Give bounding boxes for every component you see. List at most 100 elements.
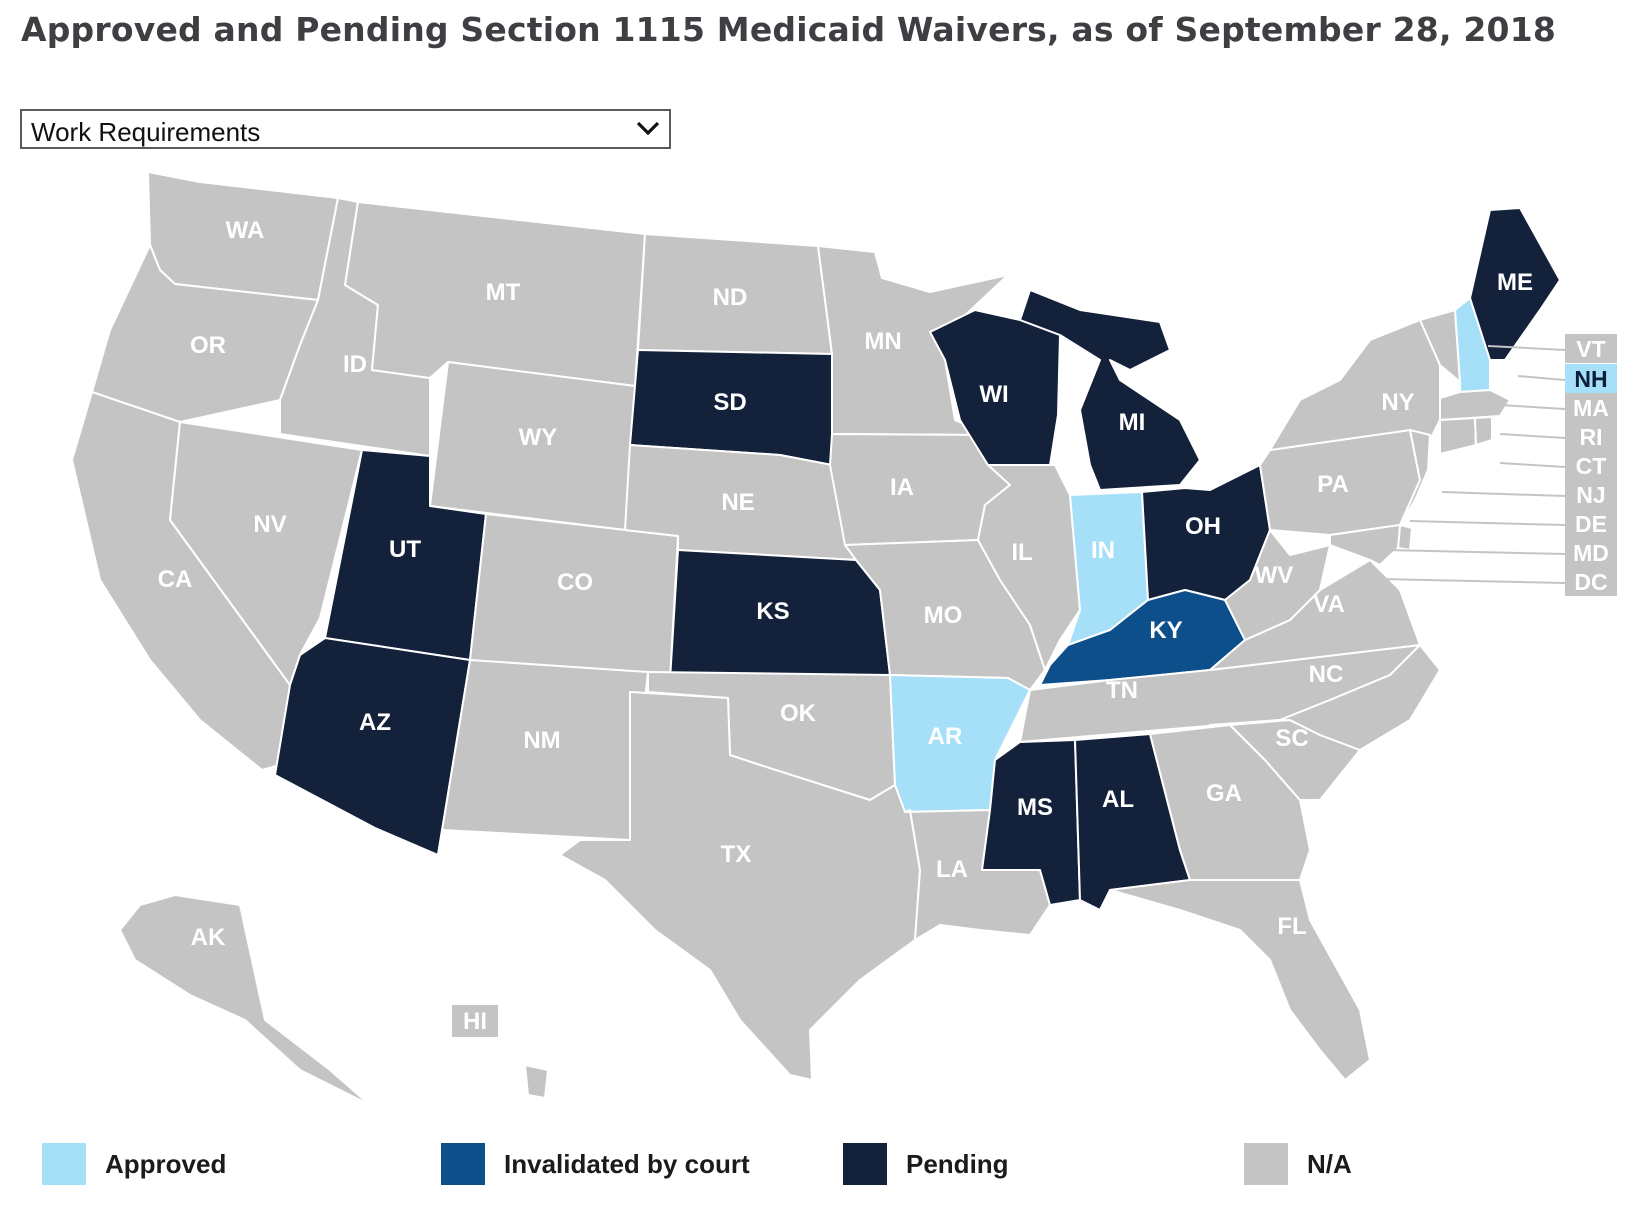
state-label-tx: TX (721, 841, 752, 868)
state-tag-vt[interactable] (1565, 334, 1617, 363)
state-nj[interactable] (1399, 429, 1431, 526)
state-me[interactable] (1469, 207, 1561, 361)
leader-line-ma (1499, 404, 1566, 410)
state-label-in: IN (1091, 537, 1115, 564)
state-label-id: ID (343, 351, 367, 378)
state-label-az: AZ (359, 709, 391, 736)
chevron-down-icon (636, 121, 660, 136)
state-mi[interactable] (1019, 289, 1201, 491)
state-ri[interactable] (1474, 416, 1493, 446)
state-tx[interactable] (559, 691, 921, 1081)
legend-swatch-invalidated (441, 1143, 485, 1185)
dropdown-selected-value: Work Requirements (31, 117, 261, 147)
state-label-ne: NE (721, 489, 754, 516)
state-label-fl: FL (1277, 913, 1306, 940)
leader-line-ct (1499, 462, 1566, 468)
page-title: Approved and Pending Section 1115 Medica… (21, 10, 1557, 49)
state-tag-label-vt: VT (1576, 336, 1605, 362)
state-label-ny: NY (1381, 389, 1414, 416)
leader-line-nh (1517, 375, 1566, 381)
state-label-co: CO (557, 569, 593, 596)
leader-line-vt (1487, 345, 1566, 351)
state-nc[interactable] (1209, 644, 1441, 751)
state-tag-label-md: MD (1573, 540, 1609, 566)
legend-label-na: N/A (1307, 1149, 1352, 1179)
state-tag-de[interactable] (1565, 509, 1617, 538)
state-label-ut: UT (389, 536, 421, 563)
state-label-mo: MO (924, 602, 963, 629)
legend-label-pending: Pending (906, 1149, 1009, 1179)
state-label-wi: WI (979, 381, 1008, 408)
waiver-type-dropdown[interactable]: Work Requirements (20, 109, 671, 149)
state-label-nc: NC (1309, 661, 1344, 688)
state-tag-ct[interactable] (1565, 451, 1617, 480)
state-label-ak: AK (191, 924, 226, 951)
legend-swatch-na (1244, 1143, 1288, 1185)
state-wi[interactable] (929, 309, 1061, 466)
state-label-ks: KS (756, 598, 789, 625)
state-ma[interactable] (1439, 389, 1511, 421)
state-nm[interactable] (437, 659, 649, 856)
state-hi[interactable] (524, 1064, 549, 1099)
state-co[interactable] (469, 513, 679, 681)
leader-line-nj (1441, 491, 1566, 497)
state-label-hi: HI (463, 1008, 487, 1035)
legend-label-invalidated: Invalidated by court (504, 1149, 750, 1179)
legend-swatch-pending (843, 1143, 887, 1185)
state-label-wy: WY (519, 424, 558, 451)
state-label-nd: ND (713, 284, 748, 311)
state-label-pa: PA (1317, 471, 1349, 498)
state-il[interactable] (977, 464, 1081, 671)
state-tag-nj[interactable] (1565, 480, 1617, 509)
state-label-wa: WA (226, 217, 265, 244)
state-tag-label-nj: NJ (1576, 482, 1605, 508)
legend-label-approved: Approved (105, 1149, 227, 1179)
state-label-mn: MN (864, 328, 901, 355)
state-label-tn: TN (1106, 677, 1138, 704)
leader-line-ri (1499, 433, 1566, 439)
hi-tag-box[interactable] (452, 1005, 498, 1037)
state-label-ia: IA (890, 474, 914, 501)
state-label-va: VA (1313, 591, 1345, 618)
state-label-wv: WV (1255, 562, 1294, 589)
state-label-ga: GA (1206, 780, 1242, 807)
state-tag-label-dc: DC (1574, 569, 1607, 595)
state-label-ky: KY (1149, 617, 1182, 644)
state-label-la: LA (936, 856, 968, 883)
state-tag-ri[interactable] (1565, 422, 1617, 451)
state-label-sc: SC (1275, 725, 1308, 752)
state-tag-label-nh: NH (1574, 366, 1607, 392)
state-tag-label-ct: CT (1576, 453, 1607, 479)
state-tag-nh[interactable] (1565, 364, 1617, 393)
state-label-sd: SD (713, 389, 746, 416)
state-tag-label-de: DE (1575, 511, 1607, 537)
leader-line-dc (1379, 578, 1566, 584)
state-label-mi: MI (1119, 409, 1146, 436)
state-label-or: OR (190, 332, 226, 359)
legend-swatch-approved (42, 1143, 86, 1185)
state-tag-ma[interactable] (1565, 393, 1617, 422)
leader-line-md (1387, 549, 1566, 555)
state-fl[interactable] (1109, 879, 1371, 1081)
state-md[interactable] (1329, 524, 1401, 566)
state-tag-label-ri: RI (1580, 424, 1603, 450)
state-label-ms: MS (1017, 794, 1053, 821)
state-ct[interactable] (1439, 417, 1477, 455)
state-label-ar: AR (928, 723, 963, 750)
state-label-nm: NM (523, 727, 560, 754)
leader-line-de (1409, 520, 1566, 526)
state-label-al: AL (1102, 786, 1134, 813)
state-label-mt: MT (486, 279, 521, 306)
state-label-me: ME (1497, 269, 1533, 296)
state-label-ca: CA (158, 566, 193, 593)
state-label-oh: OH (1185, 513, 1221, 540)
state-label-ok: OK (780, 700, 817, 727)
state-label-nv: NV (253, 511, 286, 538)
state-ak[interactable] (119, 894, 371, 1106)
us-map: WA OR CA ID NV MT WY UT AZ CO NM ND SD N… (71, 171, 1617, 1106)
state-tag-dc[interactable] (1565, 567, 1617, 596)
state-tag-md[interactable] (1565, 538, 1617, 567)
state-tag-label-ma: MA (1573, 395, 1609, 421)
state-label-il: IL (1011, 539, 1032, 566)
state-az[interactable] (274, 637, 471, 856)
